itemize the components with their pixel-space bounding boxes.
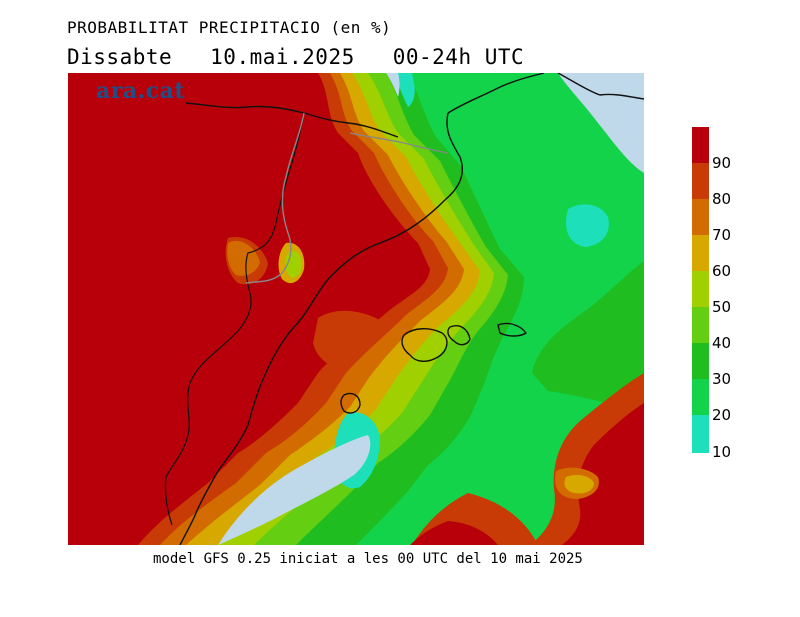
region-borders [164, 112, 449, 526]
area-20 [356, 73, 644, 545]
legend-swatch-50 [692, 271, 709, 307]
day-label: Dissabte [67, 45, 173, 69]
legend-swatch-40 [692, 307, 709, 343]
legend-label-60: 60 [712, 262, 732, 280]
area-90-southeast [410, 403, 644, 545]
legend-swatch-20 [692, 379, 709, 415]
legend-label-70: 70 [712, 226, 732, 244]
legend-label-30: 30 [712, 370, 732, 388]
legend-swatch-80 [692, 163, 709, 199]
ara-cat-logo: ara.cat [96, 78, 186, 104]
legend-label-90: 90 [712, 154, 732, 172]
legend-label-50: 50 [712, 298, 732, 316]
legend-swatch-60 [692, 235, 709, 271]
precipitation-probability-map [68, 73, 644, 545]
model-run-note: model GFS 0.25 iniciat a les 00 UTC del … [153, 551, 583, 567]
legend-swatch-90 [692, 127, 709, 163]
legend-label-40: 40 [712, 334, 732, 352]
date-label: 10.mai.2025 [210, 45, 355, 69]
chart-title: PROBABILITAT PRECIPITACIO (en %) [67, 18, 392, 37]
legend-label-20: 20 [712, 406, 732, 424]
legend-label-80: 80 [712, 190, 732, 208]
period-label: 00-24h UTC [392, 45, 525, 69]
chart-subtitle: Dissabte 10.mai.2025 00-24h UTC [67, 45, 524, 69]
area-60-southeast [564, 475, 594, 494]
sea-area [218, 73, 644, 545]
legend-swatch-10 [692, 415, 709, 453]
legend-swatch-70 [692, 199, 709, 235]
legend-label-10: 10 [712, 443, 732, 461]
legend-swatch-30 [692, 343, 709, 379]
